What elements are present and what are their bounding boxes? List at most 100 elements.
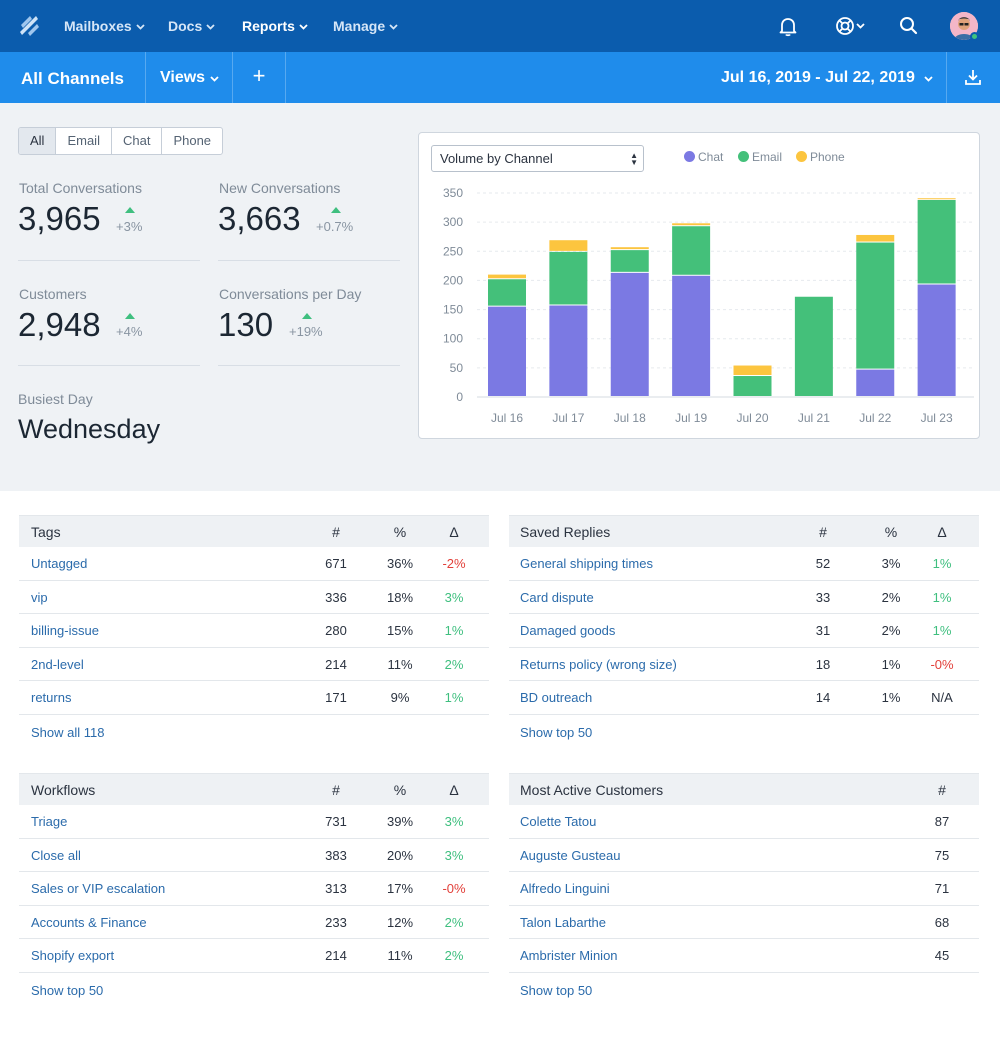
- bar-phone[interactable]: [856, 234, 895, 242]
- nav-docs[interactable]: Docs: [168, 17, 215, 34]
- bar-chat[interactable]: [672, 275, 711, 396]
- row-name-link[interactable]: Sales or VIP escalation: [31, 881, 166, 897]
- row-pct: 17%: [386, 881, 414, 897]
- row-pct: 20%: [386, 847, 414, 863]
- bar-phone[interactable]: [549, 240, 588, 251]
- online-status-dot: [970, 32, 979, 41]
- nav-reports[interactable]: Reports: [242, 17, 308, 34]
- chart-type-select[interactable]: Volume by Channel ▲ ▼: [431, 145, 644, 172]
- table-header: Workflows # % Δ: [19, 773, 489, 805]
- legend-chat-dot: [684, 151, 695, 162]
- divider: [18, 365, 200, 366]
- total-conversations-label: Total Conversations: [19, 180, 142, 196]
- filter-phone[interactable]: Phone: [161, 128, 222, 154]
- row-name-link[interactable]: Colette Tatou: [520, 814, 597, 829]
- show-more-link[interactable]: Show top 50: [31, 983, 104, 998]
- row-delta: -2%: [442, 556, 466, 571]
- show-more-link[interactable]: Show top 50: [520, 983, 593, 998]
- bar-phone[interactable]: [672, 223, 711, 226]
- y-tick-label: 100: [443, 332, 463, 346]
- row-name-link[interactable]: Damaged goods: [520, 623, 616, 639]
- table-row: 2nd-level 214 11% 2%: [19, 648, 489, 682]
- row-count: 18: [815, 656, 831, 672]
- bar-email[interactable]: [672, 226, 711, 275]
- help-lifebuoy-icon[interactable]: [834, 14, 866, 38]
- bar-email[interactable]: [794, 296, 833, 396]
- table-row: Card dispute 33 2% 1%: [509, 581, 979, 615]
- row-delta: 3%: [444, 589, 464, 605]
- bell-icon[interactable]: [776, 14, 800, 38]
- x-tick-label: Jul 18: [614, 411, 646, 425]
- nav-manage[interactable]: Manage: [333, 17, 398, 34]
- row-name-link[interactable]: BD outreach: [520, 690, 593, 706]
- views-dropdown-button[interactable]: Views: [160, 69, 219, 87]
- filter-chat[interactable]: Chat: [110, 128, 161, 154]
- row-name-link[interactable]: returns: [31, 690, 72, 706]
- row-name-link[interactable]: Triage: [31, 814, 68, 829]
- search-icon[interactable]: [897, 14, 921, 38]
- bar-phone[interactable]: [610, 247, 649, 250]
- bar-chat[interactable]: [610, 272, 649, 396]
- row-name-link[interactable]: 2nd-level: [31, 656, 84, 672]
- row-delta: 2%: [444, 948, 464, 964]
- bar-email[interactable]: [856, 242, 895, 369]
- bar-email[interactable]: [733, 376, 772, 396]
- row-name-link[interactable]: General shipping times: [520, 556, 653, 571]
- row-name-link[interactable]: billing-issue: [31, 623, 99, 639]
- table-header: Most Active Customers #: [509, 773, 979, 805]
- row-name-link[interactable]: Untagged: [31, 556, 88, 571]
- bar-phone[interactable]: [917, 198, 956, 200]
- row-count: 71: [934, 881, 950, 897]
- row-name-link[interactable]: Auguste Gusteau: [520, 847, 621, 863]
- helpscout-logo-icon[interactable]: [18, 13, 42, 39]
- bar-email[interactable]: [549, 251, 588, 305]
- row-name-link[interactable]: Shopify export: [31, 948, 115, 964]
- y-tick-label: 250: [443, 244, 463, 258]
- table-row: Close all 383 20% 3%: [19, 839, 489, 873]
- chevron-down-icon: [924, 69, 933, 86]
- total-conversations-value: 3,965: [18, 200, 101, 237]
- nav-mailboxes[interactable]: Mailboxes: [64, 17, 145, 34]
- row-delta: 2%: [444, 656, 464, 672]
- table-row: Accounts & Finance 233 12% 2%: [19, 906, 489, 940]
- y-tick-label: 150: [443, 303, 463, 317]
- row-name-link[interactable]: Talon Labarthe: [520, 914, 607, 930]
- bar-email[interactable]: [488, 279, 526, 306]
- legend-phone-dot: [796, 151, 807, 162]
- filter-all[interactable]: All: [19, 128, 56, 154]
- row-name-link[interactable]: vip: [31, 589, 48, 605]
- row-count: 214: [325, 656, 347, 672]
- date-range-picker[interactable]: Jul 16, 2019 - Jul 22, 2019: [721, 69, 933, 87]
- row-name-link[interactable]: Alfredo Linguini: [520, 881, 610, 897]
- column-header-count: #: [819, 524, 827, 540]
- bar-phone[interactable]: [733, 365, 772, 376]
- x-tick-label: Jul 19: [675, 411, 707, 425]
- column-header-name: Saved Replies: [520, 524, 611, 540]
- bar-chat[interactable]: [488, 306, 526, 396]
- row-pct: 11%: [387, 948, 413, 964]
- show-more-link[interactable]: Show all 118: [31, 725, 105, 740]
- bar-email[interactable]: [917, 199, 956, 284]
- column-header-delta: Δ: [449, 782, 459, 798]
- filter-email[interactable]: Email: [55, 128, 111, 154]
- chevron-down-icon: [299, 17, 308, 33]
- bar-chat[interactable]: [856, 369, 895, 396]
- row-name-link[interactable]: Close all: [31, 847, 81, 863]
- table-row: Triage 731 39% 3%: [19, 805, 489, 839]
- bar-chat[interactable]: [917, 284, 956, 396]
- row-count: 31: [815, 623, 831, 639]
- views-label: Views: [160, 69, 206, 86]
- column-header-count: #: [332, 782, 340, 798]
- row-name-link[interactable]: Accounts & Finance: [31, 914, 147, 930]
- row-name-link[interactable]: Returns policy (wrong size): [520, 656, 677, 672]
- bar-phone[interactable]: [488, 274, 526, 279]
- show-more-link[interactable]: Show top 50: [520, 725, 593, 740]
- download-icon[interactable]: [964, 68, 982, 86]
- add-view-button[interactable]: +: [252, 63, 266, 88]
- bar-email[interactable]: [610, 250, 649, 272]
- chevron-down-icon: [389, 17, 398, 33]
- bar-chat[interactable]: [549, 305, 588, 396]
- x-tick-label: Jul 21: [798, 411, 830, 425]
- row-name-link[interactable]: Card dispute: [520, 589, 594, 605]
- row-name-link[interactable]: Ambrister Minion: [520, 948, 618, 964]
